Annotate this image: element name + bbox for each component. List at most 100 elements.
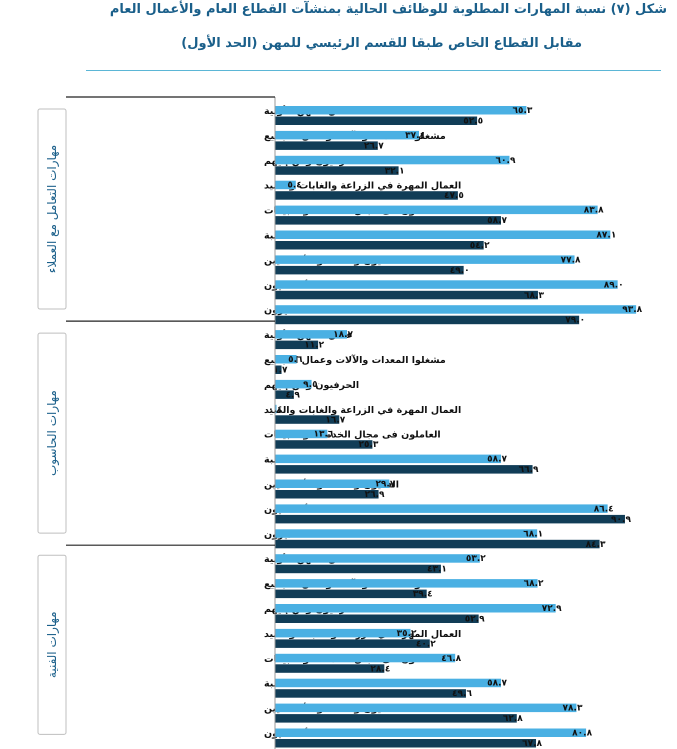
bar-series2	[275, 714, 517, 723]
title-divider	[86, 70, 661, 71]
data-label-series2: ٤.٩	[285, 390, 300, 400]
data-label-series1: ١٨.٧	[333, 330, 353, 340]
bar-series1	[275, 205, 598, 215]
data-label-series1: ٨٦.٤	[594, 504, 614, 514]
data-label-series1: ٨٧.١	[596, 231, 616, 241]
category-row: الحرفيون ومن إليهم٧٢.٩٥٢.٩	[264, 604, 562, 625]
data-label-series2: ٣٩.٤	[413, 590, 433, 600]
category-row: الحرفيون ومن إليهم٩.٥٤.٩	[264, 379, 359, 400]
data-label-series2: ١١.٢	[304, 341, 324, 351]
data-label-series1: ٦٨.١	[523, 529, 543, 539]
data-label-series1: ٥٨.٧	[487, 679, 507, 689]
data-label-series1: ٦٥.٣	[512, 106, 532, 116]
data-label-series1: ٩٣.٨	[622, 305, 642, 315]
data-label-series2: ٩٠.٩	[611, 515, 631, 525]
bar-series2	[275, 664, 385, 673]
category-label: مشغلوا المعدات والآلات وعمال التجميع	[264, 354, 446, 366]
data-label-series2: ٤٠.٢	[416, 639, 436, 649]
bar-series1	[275, 130, 419, 140]
data-label-series1: ٦٠.٩	[496, 156, 516, 166]
group-label-box	[37, 554, 67, 735]
category-row: الأخصائيون٨٦.٤٩٠.٩	[264, 503, 631, 525]
bar-series2	[275, 241, 484, 250]
category-row: مشغلوا المعدات والآلات وعمال التجميع٦٨.٢…	[264, 578, 544, 600]
bar-series2	[275, 689, 466, 698]
category-row: المديرون٩٣.٨٧٩.٠	[264, 305, 643, 326]
data-label-series1: ١٣.٦	[313, 430, 333, 440]
data-label-series1: ٥.٤	[287, 181, 301, 191]
chart-title-line1: شكل (٧) نسبة المهارات المطلوبة للوظائف ا…	[109, 2, 667, 17]
data-label-series1: ٩.٥	[303, 380, 317, 390]
data-label-series1: ٥.٦	[288, 355, 303, 365]
bar-series2	[275, 290, 538, 300]
bar-series2	[275, 216, 501, 225]
data-label-series1: ٧٢.٩	[542, 604, 562, 614]
data-label-series1: ٧٨.٣	[563, 704, 583, 714]
bar-series2	[275, 440, 373, 449]
data-label-series2: ٢٥.٣	[358, 440, 378, 450]
data-label-series2: ٤٩.٦	[452, 689, 472, 699]
bar-series2	[275, 739, 537, 748]
bar-series2	[275, 166, 399, 175]
category-row: المديرون٦٨.١٨٤.٣	[264, 529, 606, 550]
data-label-series1: ٥٨.٧	[487, 455, 507, 465]
data-label-series1: ٦٨.٢	[524, 579, 544, 589]
chart-title-line2: مقابل القطاع الخاص طبقا للقسم الرئيسي لل…	[181, 36, 582, 51]
bar-series1	[275, 529, 538, 538]
category-row: عمال المهن الأولية٦٥.٣٥٢.٥	[264, 105, 533, 127]
data-label-series1: ٨٣.٨	[584, 206, 604, 216]
category-row: العاملون فى مجال الخدمات والمبيعات٨٣.٨٥٨…	[264, 205, 604, 226]
bar-series2	[275, 141, 378, 150]
data-label-series2: ٦٦.٩	[519, 465, 539, 475]
data-label-series2: ٦٢.٨	[503, 714, 523, 724]
bar-series1	[275, 678, 501, 688]
bar-series1	[275, 106, 527, 115]
category-row: الأخصائيون٨٠.٨٦٧.٨	[264, 728, 593, 749]
category-label: العمال المهرة في الزراعة والغابات والصيد	[264, 181, 461, 192]
bar-series1	[275, 604, 556, 613]
category-row: الفنيون ومساعدو الأخصائيين٢٩.٧٢٦.٩	[264, 479, 399, 501]
bar-series2	[275, 539, 600, 549]
bar-series2	[275, 191, 458, 200]
data-label-series1: ٨٩.٠	[604, 280, 624, 290]
category-label: العاملون فى مجال الخدمات والمبيعات	[264, 430, 441, 441]
bar-series1	[275, 579, 538, 588]
bar-series1	[275, 404, 277, 414]
data-label-series2: ٥٤.٢	[470, 241, 490, 251]
bar-series1	[275, 180, 296, 190]
category-row: العمال المهرة في الزراعة والغابات والصيد…	[264, 628, 461, 649]
bar-series1	[275, 230, 611, 239]
category-row: الحرفيون ومن إليهم٦٠.٩٣٢.١	[264, 155, 516, 176]
bar-series1	[275, 330, 347, 339]
bar-series2	[275, 365, 282, 374]
data-label-series1: ٧٧.٨	[561, 255, 581, 265]
category-row: الكتبة٥٨.٧٤٩.٦	[264, 678, 507, 699]
bar-series2	[275, 390, 294, 399]
category-row: مشغلوا المعدات والآلات وعمال التجميع٥.٦١…	[264, 354, 446, 376]
data-label-series2: ٥٨.٧	[487, 216, 507, 226]
bar-series1	[275, 155, 510, 165]
data-label-series2: ٨٤.٣	[586, 540, 606, 550]
bar-series1	[275, 728, 587, 737]
data-label-series2: ٦٨.٣	[524, 291, 544, 301]
data-label-series2: ٥٢.٩	[465, 615, 485, 625]
category-label: العمال المهرة في الزراعة والغابات والصيد	[264, 405, 461, 416]
category-row: الفنيون ومساعدو الأخصائيين٧٨.٣٦٢.٨	[264, 703, 583, 725]
data-label-series2: ٢٨.٤	[370, 664, 390, 674]
bar-series1	[275, 355, 297, 364]
category-row: عمال المهن الأولية١٨.٧١١.٢	[264, 329, 353, 351]
data-label-series2: ٢٦.٩	[365, 490, 385, 500]
bar-series2	[275, 315, 580, 325]
bar-series2	[275, 265, 464, 275]
bar-series1	[275, 628, 411, 638]
data-label-series2: ٤٩.٠	[450, 266, 470, 276]
bar-series2	[275, 514, 625, 524]
data-label-series2: ٦٧.٨	[522, 739, 542, 749]
bar-series1	[275, 653, 456, 663]
bar-series1	[275, 703, 577, 713]
bar-series1	[275, 429, 328, 439]
group-label: مهارات التعامل مع العملاء	[45, 145, 60, 273]
bar-series1	[275, 554, 480, 563]
data-label-series2: ١٦.٧	[325, 415, 345, 425]
bar-series2	[275, 465, 533, 474]
